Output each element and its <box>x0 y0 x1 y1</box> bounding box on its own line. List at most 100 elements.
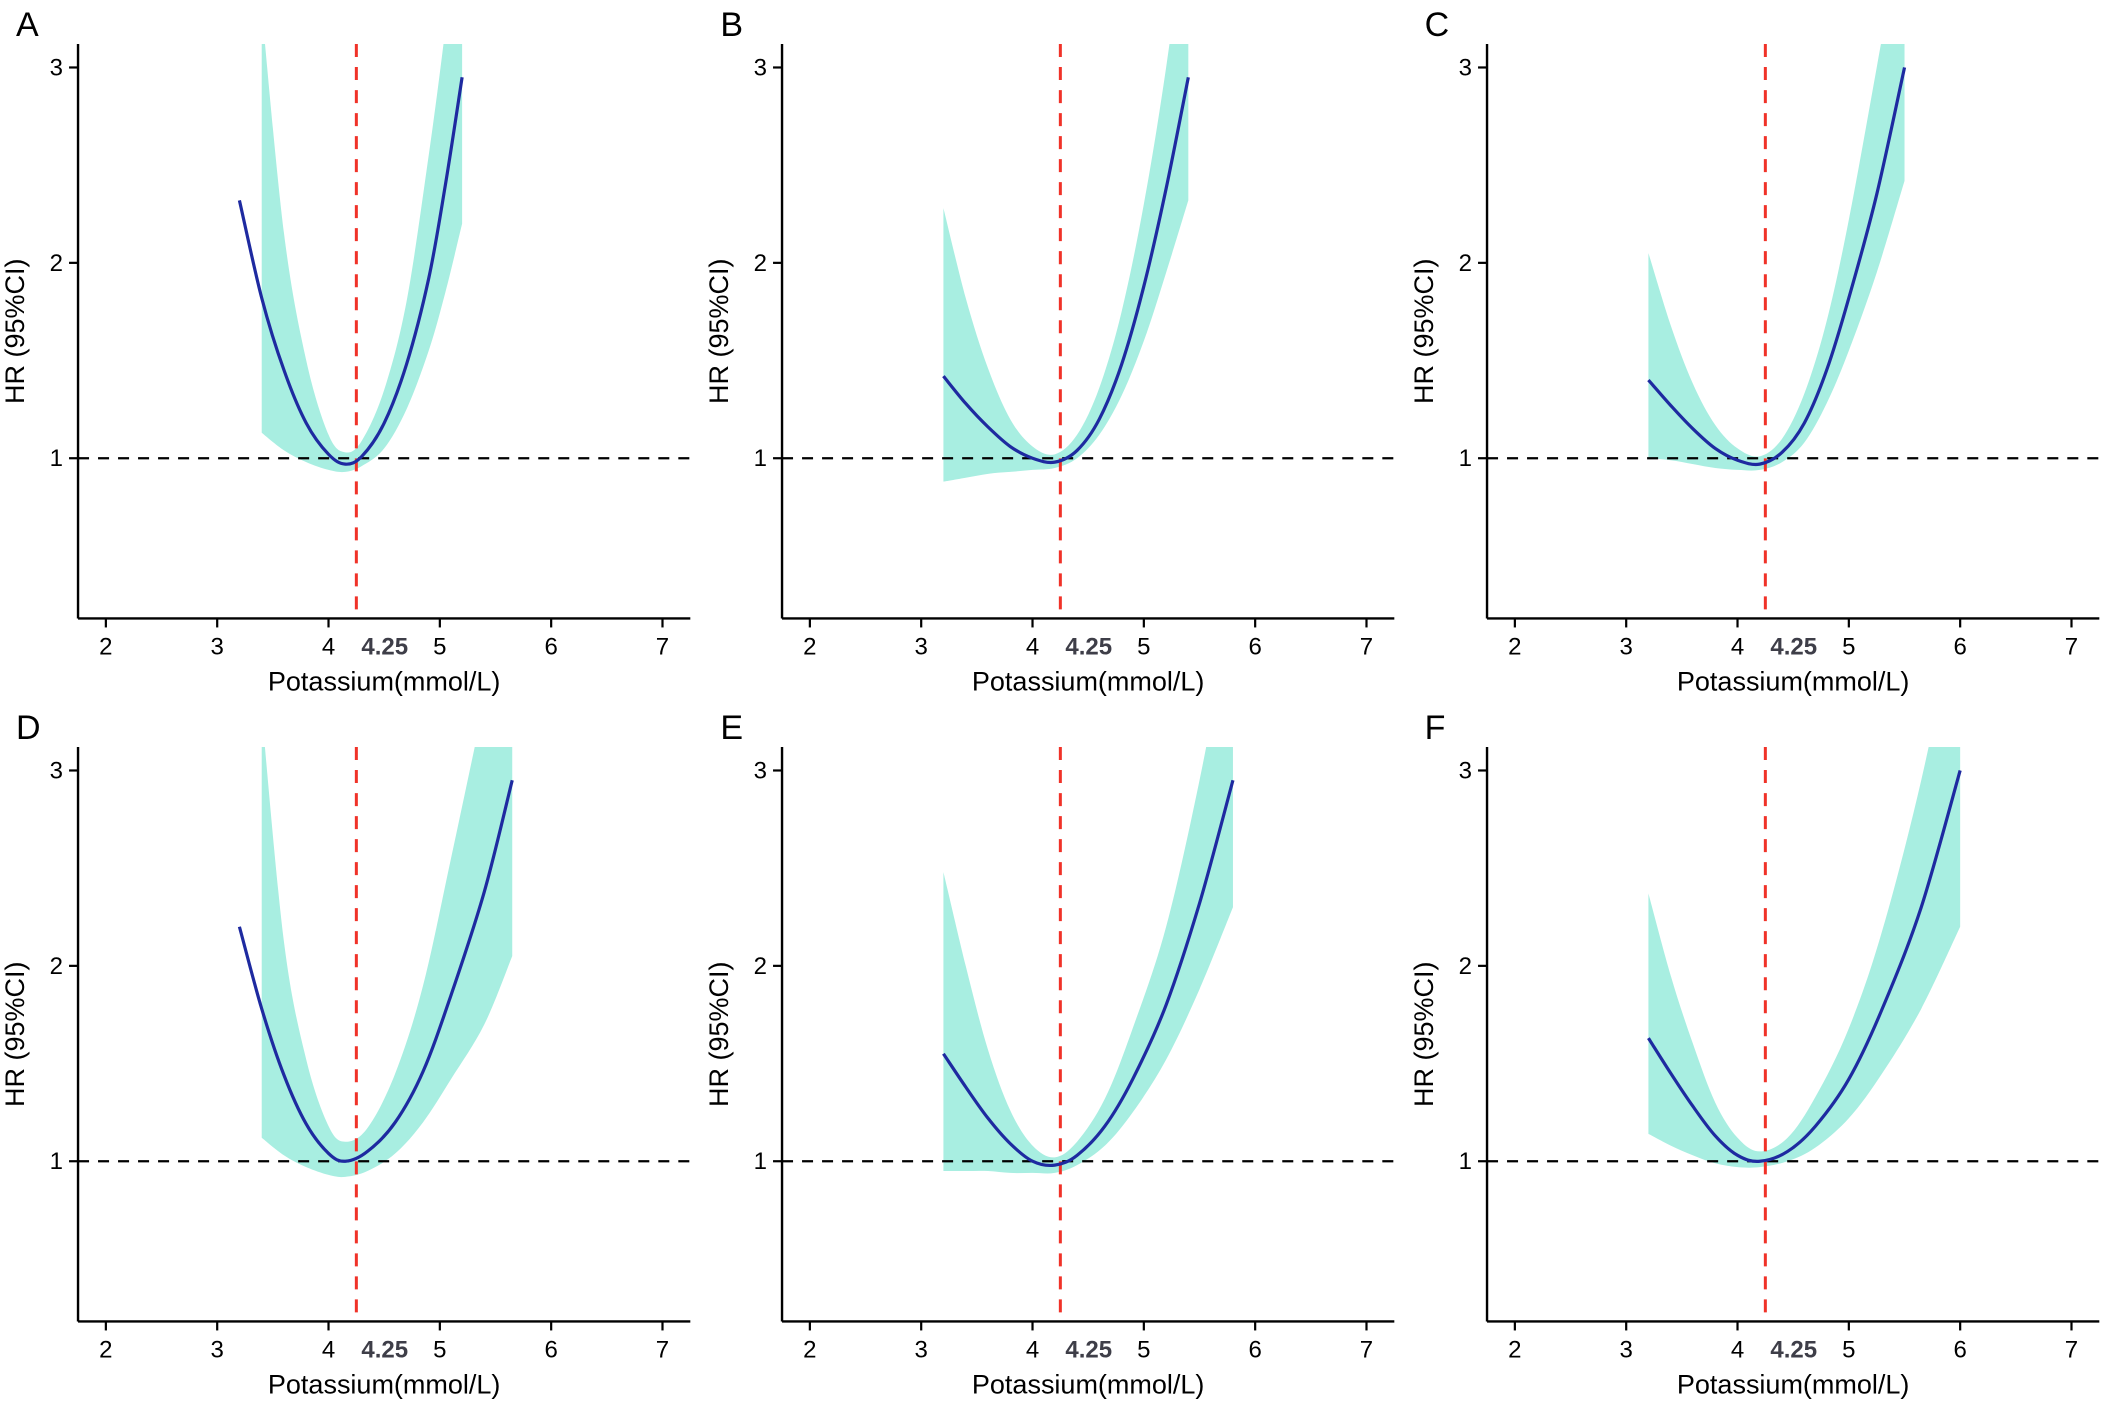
panel-letter-e: E <box>720 708 744 747</box>
x-tick-label: 4 <box>1026 1336 1039 1363</box>
panel-f: F 2 3 4 5 6 7 1 2 3 4.25 Potassium(mmol/L) HR (95%C… <box>1408 702 2113 1405</box>
x-axis-title: Potassium(mmol/L) <box>1677 666 1910 696</box>
x-tick-label: 5 <box>1842 633 1855 660</box>
x-tick-label: 3 <box>915 1336 928 1363</box>
y-axis-title: HR (95%CI) <box>1409 258 1439 404</box>
y-axis-title: HR (95%CI) <box>0 258 30 404</box>
ref-x-label: 4.25 <box>1066 1336 1113 1363</box>
y-axis-title: HR (95%CI) <box>704 258 734 404</box>
hr-curve <box>1646 67 1906 467</box>
ref-x-label: 4.25 <box>361 633 408 660</box>
x-tick-label: 2 <box>99 1336 112 1363</box>
x-axis-title: Potassium(mmol/L) <box>268 1369 501 1399</box>
x-tick-label: 2 <box>1508 1336 1521 1363</box>
y-tick-label: 1 <box>754 445 767 472</box>
ref-x-label: 4.25 <box>1770 633 1817 660</box>
y-tick-label: 1 <box>50 445 63 472</box>
panel-letter-b: B <box>720 6 744 44</box>
spline-plot-c: 2 3 4 5 6 7 1 2 3 4.25 Potassium(mmol/L) HR (95%CI) <box>1409 0 2113 703</box>
spline-chart-svg: 2 3 4 5 6 7 1 2 3 4.25 Potassium(mmol/L) HR (95%CI) <box>1409 746 2099 1399</box>
x-tick-label: 2 <box>804 1336 817 1363</box>
panel-e: E 2 3 4 5 6 7 1 2 3 4.25 Potassium(mmol/L) HR (95%C… <box>704 702 1409 1405</box>
x-tick-label: 7 <box>1360 633 1373 660</box>
x-axis-title: Potassium(mmol/L) <box>972 1369 1205 1399</box>
y-tick-label: 1 <box>754 1148 767 1175</box>
spline-plot-a: 2 3 4 5 6 7 1 2 3 4.25 Potassium(mmol/L) HR (95%CI) <box>0 0 704 703</box>
y-tick-label: 1 <box>50 1148 63 1175</box>
panel-letter-d: D <box>16 708 41 747</box>
panel-d: D 2 3 4 5 6 7 1 2 3 4.25 Potassium(mmol/L) HR (95%C… <box>0 702 705 1405</box>
x-tick-label: 7 <box>1360 1336 1373 1363</box>
x-tick-label: 4 <box>1730 1336 1743 1363</box>
hr-curve <box>237 77 464 466</box>
x-tick-label: 4 <box>1026 633 1039 660</box>
ci-band <box>943 746 1234 1174</box>
x-axis-title: Potassium(mmol/L) <box>1677 1369 1910 1399</box>
y-tick-label: 3 <box>50 757 63 784</box>
hr-curve <box>237 779 514 1163</box>
ci-band <box>261 746 513 1177</box>
x-tick-label: 5 <box>1137 1336 1150 1363</box>
panel-letter-c: C <box>1424 6 1450 44</box>
spline-chart-svg: 2 3 4 5 6 7 1 2 3 4.25 Potassium(mmol/L) HR (95%CI) <box>0 44 691 696</box>
x-tick-label: 3 <box>211 633 224 660</box>
y-tick-label: 1 <box>1458 445 1471 472</box>
ref-x-label: 4.25 <box>1770 1336 1817 1363</box>
y-tick-label: 2 <box>1458 952 1471 979</box>
x-tick-label: 7 <box>656 1336 669 1363</box>
y-tick-label: 1 <box>1458 1148 1471 1175</box>
y-tick-label: 2 <box>754 952 767 979</box>
y-axis-title: HR (95%CI) <box>704 961 734 1107</box>
x-tick-label: 6 <box>1249 1336 1262 1363</box>
hr-curve <box>942 779 1235 1167</box>
x-tick-label: 6 <box>544 633 557 660</box>
x-tick-label: 6 <box>1249 633 1262 660</box>
x-tick-label: 2 <box>1508 633 1521 660</box>
y-tick-label: 2 <box>1458 250 1471 277</box>
x-tick-label: 3 <box>915 633 928 660</box>
ref-x-label: 4.25 <box>1066 633 1113 660</box>
y-tick-label: 3 <box>754 54 767 81</box>
spline-chart-svg: 2 3 4 5 6 7 1 2 3 4.25 Potassium(mmol/L) HR (95%CI) <box>704 44 1395 696</box>
y-tick-label: 2 <box>754 250 767 277</box>
x-tick-label: 7 <box>2064 633 2077 660</box>
ci-band <box>261 44 463 473</box>
spline-chart-svg: 2 3 4 5 6 7 1 2 3 4.25 Potassium(mmol/L) HR (95%CI) <box>704 746 1395 1399</box>
y-tick-label: 3 <box>754 757 767 784</box>
panel-letter-a: A <box>16 6 39 44</box>
x-tick-label: 5 <box>1137 633 1150 660</box>
x-tick-label: 6 <box>1953 633 1966 660</box>
spline-plot-f: 2 3 4 5 6 7 1 2 3 4.25 Potassium(mmol/L) HR (95%CI) <box>1409 703 2113 1405</box>
x-axis-title: Potassium(mmol/L) <box>972 666 1205 696</box>
x-tick-label: 5 <box>1842 1336 1855 1363</box>
y-tick-label: 3 <box>1458 757 1471 784</box>
hr-curve <box>1646 769 1962 1163</box>
x-tick-label: 4 <box>322 633 335 660</box>
x-tick-label: 3 <box>211 1336 224 1363</box>
y-axis-title: HR (95%CI) <box>0 961 30 1107</box>
ref-x-label: 4.25 <box>361 1336 408 1363</box>
spline-plot-e: 2 3 4 5 6 7 1 2 3 4.25 Potassium(mmol/L) HR (95%CI) <box>704 703 1408 1405</box>
x-tick-label: 4 <box>1730 633 1743 660</box>
x-tick-label: 6 <box>1953 1336 1966 1363</box>
x-tick-label: 7 <box>656 633 669 660</box>
x-axis-title: Potassium(mmol/L) <box>268 666 501 696</box>
x-tick-label: 7 <box>2064 1336 2077 1363</box>
y-tick-label: 2 <box>50 952 63 979</box>
hr-curve <box>942 76 1191 465</box>
x-tick-label: 3 <box>1619 633 1632 660</box>
y-tick-label: 2 <box>50 250 63 277</box>
x-tick-label: 2 <box>804 633 817 660</box>
ci-band <box>1648 44 1905 471</box>
panel-c: C 2 3 4 5 6 7 1 2 3 4.25 Potassium(mmol/L) HR (95%C… <box>1408 0 2113 703</box>
x-tick-label: 5 <box>433 1336 446 1363</box>
y-tick-label: 3 <box>50 54 63 81</box>
spline-plot-b: 2 3 4 5 6 7 1 2 3 4.25 Potassium(mmol/L) HR (95%CI) <box>704 0 1408 703</box>
ci-band <box>943 44 1189 482</box>
x-tick-label: 6 <box>544 1336 557 1363</box>
spline-chart-svg: 2 3 4 5 6 7 1 2 3 4.25 Potassium(mmol/L) HR (95%CI) <box>1409 44 2099 696</box>
x-tick-label: 2 <box>99 633 112 660</box>
panel-letter-f: F <box>1424 708 1446 747</box>
